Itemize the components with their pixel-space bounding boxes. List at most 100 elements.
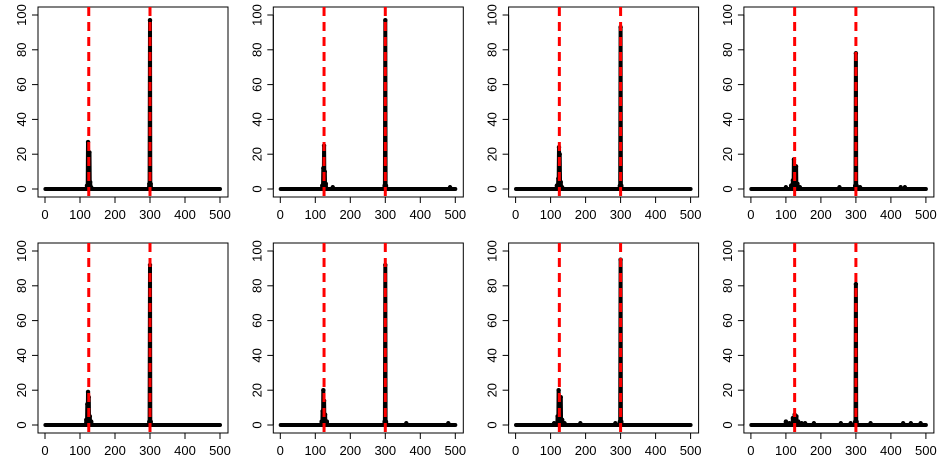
data-point	[556, 388, 561, 393]
x-tick-label: 500	[680, 443, 702, 458]
data-point	[324, 419, 330, 424]
y-tick-label: 80	[485, 279, 500, 293]
x-tick-label: 0	[277, 443, 284, 458]
y-tick-label: 100	[720, 240, 735, 262]
data-point	[908, 421, 914, 426]
x-tick-label: 200	[104, 207, 126, 222]
data-point	[783, 419, 789, 424]
panel-5: 0 100 200 300 400 500 0 20 40 60 80 100	[14, 240, 231, 458]
data-point	[148, 419, 153, 424]
y-tick-label: 60	[249, 77, 264, 91]
data-point	[783, 185, 789, 190]
data-point	[87, 150, 92, 155]
x-tick-label: 100	[304, 207, 326, 222]
plot-frame	[37, 6, 229, 198]
y-tick-label: 20	[14, 383, 29, 397]
data-point	[85, 401, 90, 407]
y-tick-label: 60	[485, 77, 500, 91]
data-point	[900, 421, 906, 426]
data-point	[323, 181, 328, 186]
plot-frame	[508, 6, 700, 198]
y-tick-label: 20	[249, 383, 264, 397]
data-point	[446, 421, 451, 426]
plot-frame	[37, 242, 229, 434]
y-tick-label: 40	[485, 112, 500, 126]
panel-4: 0 100 200 300 400 500 0 20 40 60 80 100	[720, 4, 937, 222]
data-point	[857, 185, 863, 190]
x-tick-label: 200	[810, 207, 832, 222]
series-line	[749, 51, 928, 191]
y-tick-label: 80	[249, 279, 264, 293]
data-point	[848, 421, 853, 426]
y-tick-label: 80	[485, 43, 500, 57]
y-tick-label: 0	[249, 185, 264, 192]
data-point	[147, 18, 153, 23]
panel-7: 0 100 200 300 400 500 0 20 40 60 80 100	[485, 240, 702, 458]
x-tick-label: 100	[540, 207, 562, 222]
data-point	[559, 185, 565, 190]
y-tick-label: 0	[249, 421, 264, 428]
x-tick-label: 200	[575, 207, 597, 222]
panel-8: 0 100 200 300 400 500 0 20 40 60 80 100	[720, 240, 937, 458]
y-tick-label: 40	[485, 348, 500, 362]
data-point	[319, 419, 324, 424]
x-tick-label: 500	[680, 207, 702, 222]
y-tick-label: 40	[14, 348, 29, 362]
data-point	[619, 183, 624, 188]
data-point	[559, 417, 565, 422]
data-point	[854, 419, 859, 424]
data-point	[802, 421, 808, 426]
x-tick-label: 500	[444, 207, 466, 222]
plot-frame	[272, 6, 464, 198]
data-point	[557, 152, 562, 157]
data-point	[554, 183, 560, 188]
y-tick-label: 40	[720, 112, 735, 126]
y-tick-label: 0	[485, 421, 500, 428]
y-tick-label: 100	[14, 240, 29, 262]
data-point	[84, 417, 89, 422]
data-point	[898, 185, 903, 190]
x-tick-label: 100	[540, 443, 562, 458]
x-tick-label: 300	[610, 443, 632, 458]
y-tick-label: 40	[14, 112, 29, 126]
data-point	[562, 421, 567, 426]
data-point	[383, 18, 388, 23]
x-tick-label: 400	[174, 207, 196, 222]
y-tick-label: 0	[720, 185, 735, 192]
y-tick-label: 0	[720, 421, 735, 428]
panel-2: 0 100 200 300 400 500 0 20 40 60 80 100	[249, 4, 466, 222]
y-tick-label: 40	[249, 112, 264, 126]
x-tick-label: 300	[139, 207, 161, 222]
plot-frame	[508, 242, 700, 434]
plot-frame	[272, 242, 464, 434]
data-point	[868, 421, 873, 426]
y-tick-label: 0	[14, 185, 29, 192]
x-tick-label: 500	[209, 443, 231, 458]
x-tick-label: 200	[339, 207, 361, 222]
x-tick-label: 400	[174, 443, 196, 458]
x-tick-label: 100	[775, 207, 797, 222]
data-point	[795, 181, 800, 186]
data-point	[797, 185, 803, 190]
data-point	[613, 421, 618, 426]
data-point	[551, 421, 557, 426]
data-point	[853, 281, 859, 287]
x-tick-label: 300	[845, 443, 867, 458]
data-point	[811, 421, 817, 426]
panel-1: 0 100 200 300 400 500 0 20 40 60 80 100	[14, 4, 231, 222]
series-line	[749, 282, 928, 427]
y-tick-label: 20	[720, 147, 735, 161]
y-tick-label: 80	[14, 43, 29, 57]
x-tick-label: 300	[845, 207, 867, 222]
y-tick-label: 20	[14, 147, 29, 161]
y-tick-label: 20	[485, 383, 500, 397]
x-tick-label: 0	[277, 207, 284, 222]
data-point	[321, 165, 326, 171]
y-tick-label: 80	[720, 43, 735, 57]
y-tick-label: 40	[249, 348, 264, 362]
series-line	[514, 25, 693, 191]
x-tick-label: 0	[747, 443, 754, 458]
x-tick-label: 200	[575, 443, 597, 458]
y-tick-label: 100	[249, 4, 264, 26]
